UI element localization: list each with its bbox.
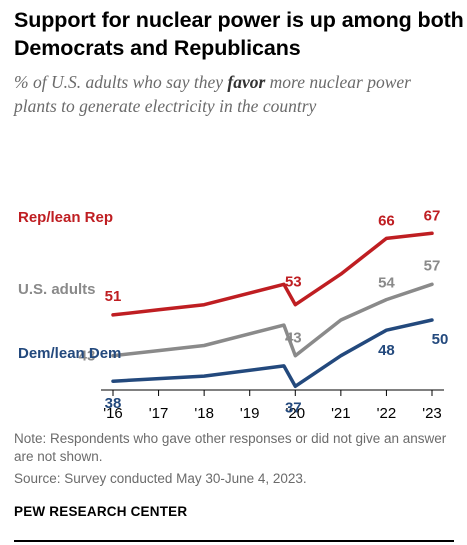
data-label: 50 [432,331,449,348]
x-tick-label: '19 [240,405,260,422]
x-tick-label: '21 [331,405,351,422]
x-tick-label: '16 [103,405,123,422]
data-label: 67 [424,207,441,224]
subtitle-text-start: % of U.S. adults who say they [14,72,228,92]
series-name-label: U.S. adults [18,281,96,298]
org-name: PEW RESEARCH CENTER [14,504,188,519]
note-text: Note: Respondents who gave other respons… [14,431,447,464]
subtitle-text-end: more nuclear power plants to generate el… [14,72,411,116]
data-label: 43 [285,330,302,347]
data-label: 38 [105,395,122,412]
series-line-rep [111,231,434,317]
source-text: Source: Survey conducted May 30-June 4, … [14,471,307,486]
x-tick-label: '20 [286,405,306,422]
bottom-rule [14,540,454,542]
data-label: 51 [105,288,122,305]
chart-title: Support for nuclear power is up among bo… [14,8,464,60]
x-tick-label: '22 [377,405,397,422]
x-tick-label: '23 [422,405,442,422]
data-label: 48 [378,342,395,359]
data-label: 37 [285,399,302,416]
series-line-dem [111,318,434,389]
data-label: 43 [79,348,96,365]
chart-subtitle: % of U.S. adults who say they favor more… [14,70,454,118]
data-label: 66 [378,212,395,229]
chart-notes: Note: Respondents who gave other respons… [14,430,459,488]
x-tick-label: '18 [194,405,214,422]
data-label: 57 [424,257,441,274]
x-tick-label: '17 [149,405,169,422]
series-name-label: Dem/lean Dem [18,345,121,362]
data-label: 54 [378,275,395,292]
data-label: 53 [285,274,302,291]
subtitle-emphasis: favor [227,72,266,92]
series-name-label: Rep/lean Rep [18,209,113,226]
series-line-adults [111,282,434,358]
